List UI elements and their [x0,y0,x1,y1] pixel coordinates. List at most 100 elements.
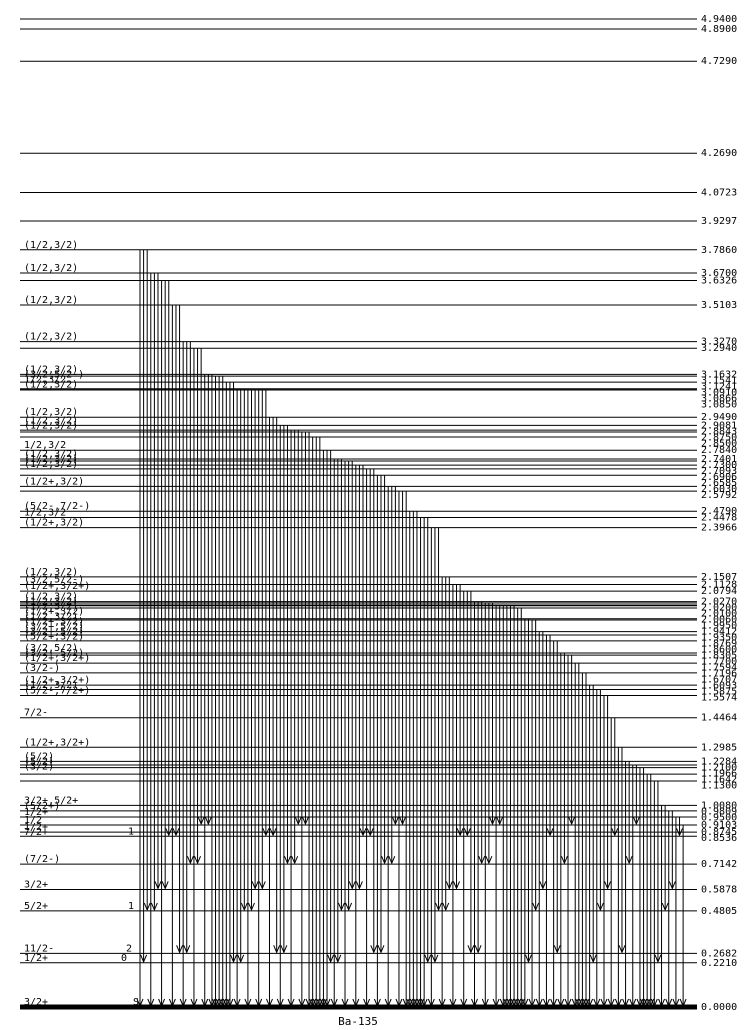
level-energy-label: 1.1300 [701,780,737,791]
level-spin-label: (1/2+,3/2) [24,617,84,628]
gamma-arrowhead [330,998,338,1008]
gamma-arrowhead [262,828,270,837]
gamma-arrowhead [399,816,407,826]
gamma-arrowhead [611,828,619,837]
gamma-arrowhead [568,816,576,826]
level-energy-label: 4.0723 [701,188,737,199]
level-energy-label: 2.7840 [701,445,737,456]
gamma-arrowhead [449,998,457,1008]
level-spin-label: (3/2+,5/2) [24,648,84,659]
level-energy-label: 3.7860 [701,245,737,256]
level-spin-label: 1/2,3/2 [24,507,66,518]
level-energy-label: 0.9500 [701,812,737,823]
level-energy-label: 2.4478 [701,512,737,523]
level-energy-label: 2.7300 [701,460,737,471]
gamma-arrowhead [140,954,148,964]
gamma-arrowhead [381,855,389,865]
gamma-arrowhead [622,998,630,1008]
gamma-arrowhead [496,816,504,826]
gamma-arrowhead [492,998,500,1008]
gamma-arrowhead [244,998,252,1008]
level-energy-label: 0.4805 [701,906,737,917]
level-tag: S [133,997,139,1008]
level-energy-label: 2.9490 [701,412,737,423]
gamma-arrowhead [172,828,180,837]
level-energy-label: 0.5878 [701,884,737,895]
level-energy-label: 3.2940 [701,343,737,354]
gamma-arrowhead [564,998,572,1008]
level-spin-label: (1/2,3/2) [24,602,78,613]
level-spin-label: (5/2-,7/2-) [24,501,90,512]
level-spin-label: (1/2,3/2) [24,379,78,390]
gamma-arrowhead [632,816,640,826]
gamma-arrowhead [298,998,306,1008]
gamma-transitions [136,249,687,1008]
level-spin-label: (5/2+) [24,801,60,812]
gamma-arrowhead [158,998,166,1008]
gamma-arrowhead [204,816,212,826]
gamma-arrowhead [359,828,367,837]
level-spin-label: (7/2-) [24,854,60,865]
level-spin-label: (5/2+,3/2) [24,632,84,643]
level-energy-label: 0.8745 [701,827,737,838]
gamma-arrowhead [438,998,446,1008]
gamma-arrowhead [337,902,345,912]
gamma-arrowhead [661,902,669,912]
gamma-arrowhead [258,881,266,890]
level-spin-label: (5/2) [24,751,54,762]
level-energy-label: 4.7290 [701,56,737,67]
level-spin-label: (5/2) [24,756,54,767]
level-energy-label: 2.8500 [701,438,737,449]
level-energy-label: 3.0910 [701,387,737,398]
level-spin-label: 1/2+ [24,822,48,833]
level-energy-label: 2.0794 [701,586,737,597]
gamma-arrowhead [445,881,453,890]
gamma-arrowhead [395,998,403,1008]
gamma-arrowhead [136,998,144,1008]
gamma-arrowhead [197,816,205,826]
gamma-arrowhead [287,998,295,1008]
level-spin-label: (1/2,3/2) [24,612,78,623]
level-energy-label: 3.5103 [701,300,737,311]
level-spin-label: (1/2,3/2) [24,597,78,608]
gamma-arrowhead [363,998,371,1008]
gamma-arrowhead [481,998,489,1008]
gamma-arrowhead [348,881,356,890]
gamma-arrowhead [489,816,496,826]
level-spin-label: 3/2+ [24,997,48,1008]
gamma-arrowhead [165,828,173,837]
level-energy-label: 3.0850 [701,399,737,410]
gamma-arrowhead [301,816,309,826]
level-spin-label: (1/2+,3/2+) [24,581,90,592]
level-energy-label: 1.1966 [701,768,737,779]
gamma-arrowhead [665,998,673,1008]
level-energy-label: 2.0270 [701,597,737,608]
level-energy-label: 2.6585 [701,478,737,489]
gamma-arrowhead [294,816,302,826]
gamma-arrowhead [604,881,612,890]
gamma-arrowhead [388,855,396,865]
gamma-arrowhead [427,998,435,1008]
gamma-arrowhead [618,945,626,954]
level-spin-label: 7/2+ [24,827,48,838]
gamma-arrowhead [528,998,536,1008]
gamma-arrowhead [190,998,198,1008]
gamma-arrowhead [327,954,335,964]
gamma-arrowhead [625,855,633,865]
gamma-arrowhead [546,828,554,837]
gamma-arrowhead [596,902,604,912]
gamma-arrowhead [377,945,385,954]
gamma-arrowhead [629,998,637,1008]
gamma-arrowhead [176,945,184,954]
level-tag: 0 [121,953,127,964]
level-spin-label: (1/2,3/2) [24,592,78,603]
level-energy-label: 0.2682 [701,948,737,959]
gamma-arrowhead [273,945,281,954]
gamma-arrowhead [233,998,241,1008]
level-spin-label: 1/2+ [24,807,48,818]
gamma-arrowhead [240,902,248,912]
level-energy-label: 1.8305 [701,651,737,662]
level-spin-label: 11/2- [24,943,54,954]
gamma-arrowhead [269,828,277,837]
